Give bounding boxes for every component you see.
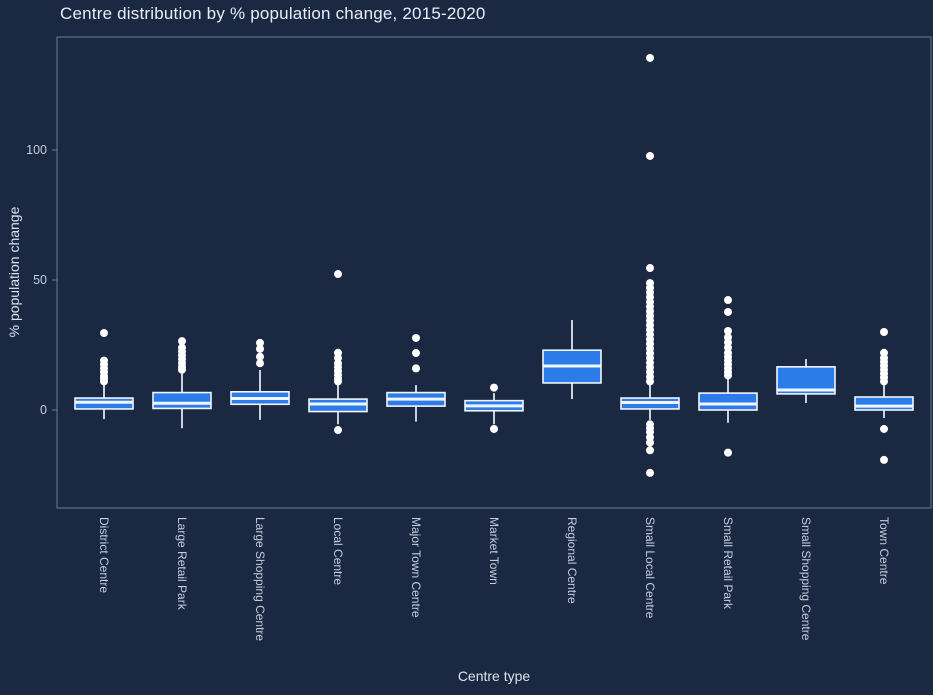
outlier-dot: [412, 349, 420, 358]
y-tick-label: 100: [26, 143, 47, 157]
plot-border: [56, 36, 932, 509]
outlier-dot: [724, 448, 732, 457]
outlier-dot: [646, 264, 654, 273]
x-axis-title: Centre type: [457, 668, 531, 684]
outlier-dot: [724, 326, 732, 335]
outlier-dot: [880, 424, 888, 433]
outlier-dot: [646, 151, 654, 160]
x-category-label: Major Town Centre: [409, 517, 423, 618]
x-category-label: Local Centre: [331, 517, 345, 585]
x-category-label: Small Shopping Centre: [799, 517, 813, 641]
x-category-label: Small Retail Park: [721, 517, 735, 610]
x-category-label: Small Local Centre: [643, 517, 657, 619]
x-category-label: Regional Centre: [565, 517, 579, 604]
outlier-dot: [646, 377, 654, 386]
outlier-dot: [646, 468, 654, 477]
box-rect: [854, 396, 914, 411]
chart-title: Centre distribution by % population chan…: [60, 4, 486, 23]
outlier-dot: [256, 338, 264, 347]
outlier-dot: [490, 383, 498, 392]
x-category-label: Large Shopping Centre: [253, 517, 267, 641]
box-rect: [152, 391, 212, 410]
outlier-dot: [256, 359, 264, 368]
box-rect: [698, 392, 758, 411]
outlier-dot: [646, 446, 654, 455]
outlier-dot: [880, 328, 888, 336]
outlier-dot: [646, 438, 654, 447]
outlier-dot: [490, 424, 498, 433]
outlier-dot: [256, 344, 264, 353]
y-tick-label: 0: [40, 403, 47, 417]
x-category-label: Large Retail Park: [175, 517, 189, 611]
outlier-dot: [100, 377, 108, 386]
outlier-dot: [724, 371, 732, 380]
outlier-dot: [724, 307, 732, 316]
outlier-dot: [412, 333, 420, 342]
outlier-dot: [100, 329, 108, 338]
outlier-dot: [880, 377, 888, 386]
outlier-dot: [412, 364, 420, 373]
outlier-dot: [334, 426, 342, 435]
x-category-label: Town Centre: [877, 517, 891, 585]
outlier-dot: [880, 455, 888, 464]
x-category-label: District Centre: [97, 517, 111, 593]
outlier-dot: [724, 296, 732, 305]
x-category-label: Market Town: [487, 517, 501, 585]
outlier-dot: [334, 270, 342, 279]
outlier-dot: [178, 365, 186, 374]
outlier-dot: [256, 352, 264, 361]
outlier-dot: [178, 337, 186, 346]
outlier-dot: [334, 377, 342, 386]
y-tick-label: 50: [33, 273, 47, 287]
outlier-dot: [646, 53, 654, 62]
